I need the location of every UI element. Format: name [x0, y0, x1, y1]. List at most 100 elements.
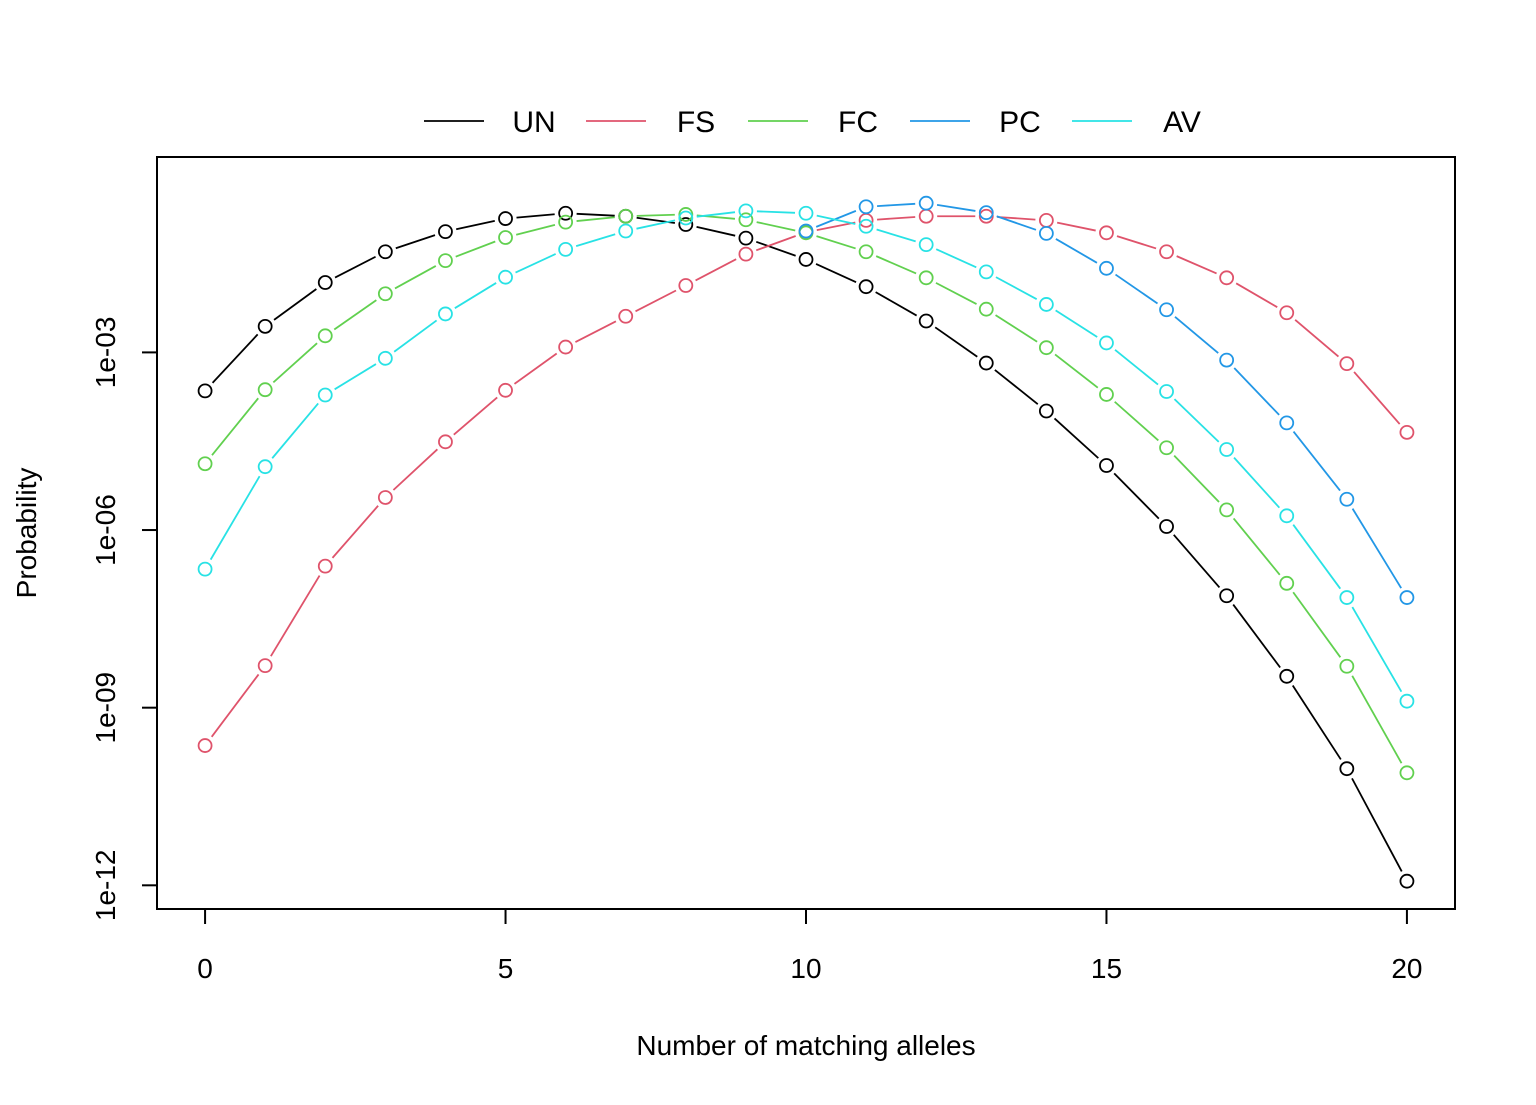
series-segment	[696, 226, 736, 237]
data-point	[1219, 442, 1235, 457]
data-point	[558, 339, 574, 355]
series-segment	[1173, 534, 1221, 589]
data-point	[1279, 305, 1295, 321]
data-point	[1038, 212, 1054, 228]
data-point	[438, 434, 453, 450]
series-segment	[876, 228, 916, 243]
data-point	[978, 301, 994, 317]
data-point	[317, 558, 333, 574]
series-segment	[331, 505, 379, 559]
series-segment	[755, 235, 796, 252]
data-point	[918, 270, 934, 286]
series-segment	[1176, 255, 1217, 275]
series-segment	[209, 475, 261, 561]
data-point	[978, 205, 994, 221]
series-segment	[1056, 221, 1096, 232]
legend-label: AV	[1163, 106, 1201, 139]
series-segment	[334, 363, 377, 391]
series-segment	[875, 255, 917, 275]
series-segment	[273, 288, 317, 321]
series-pc	[798, 195, 1415, 605]
data-point	[1219, 352, 1235, 368]
series-segment	[272, 342, 318, 384]
series-segment	[1173, 455, 1220, 503]
series-segment	[756, 221, 796, 232]
series-segment	[994, 369, 1039, 405]
data-point	[1279, 508, 1295, 524]
series-segment	[1055, 238, 1098, 264]
series-segment	[635, 289, 677, 313]
series-segment	[1174, 316, 1219, 354]
y-axis: 1e-12 1e-09 1e-06 1e-03	[90, 317, 158, 921]
data-point	[738, 203, 754, 219]
data-point	[798, 223, 814, 239]
x-tick-label: 0	[197, 953, 213, 984]
series-segment	[1294, 319, 1340, 358]
series-segment	[1233, 457, 1281, 509]
data-point	[1219, 502, 1235, 518]
data-point	[1159, 302, 1174, 318]
data-point	[1159, 384, 1174, 399]
series-segment	[816, 221, 856, 231]
series-segment	[1292, 524, 1342, 590]
data-point	[858, 279, 874, 295]
y-tick-label: 1e-09	[90, 672, 121, 744]
legend-label: UN	[512, 106, 555, 139]
data-point	[1099, 260, 1114, 276]
series-segment	[935, 248, 977, 269]
series-segment	[1116, 235, 1157, 250]
legend-label: FC	[838, 106, 878, 139]
data-point	[678, 278, 694, 293]
data-point	[197, 383, 213, 399]
series-segment	[815, 263, 857, 283]
data-point	[377, 490, 393, 505]
legend-label: PC	[999, 106, 1041, 139]
data-point	[498, 382, 513, 398]
data-point	[377, 286, 393, 302]
data-point	[1339, 356, 1355, 372]
data-point	[678, 210, 694, 226]
data-point	[1038, 340, 1054, 356]
legend: UN FS FC PC AV	[424, 106, 1201, 139]
data-point	[1159, 440, 1174, 456]
x-tick-label: 15	[1091, 953, 1122, 984]
data-point	[1399, 765, 1415, 781]
data-point	[918, 208, 934, 224]
data-point	[317, 387, 333, 403]
series-segment	[877, 202, 916, 207]
series-segment	[515, 223, 556, 236]
series-segment	[1173, 398, 1220, 443]
data-point	[1219, 588, 1235, 604]
series-segment	[1113, 472, 1160, 520]
data-point	[438, 224, 453, 240]
data-point	[1399, 590, 1415, 605]
data-point	[558, 205, 574, 221]
data-point	[197, 738, 213, 753]
data-point	[738, 246, 754, 262]
legend-label: FS	[677, 106, 715, 139]
series-segment	[1233, 367, 1280, 416]
series-segment	[636, 219, 676, 230]
series-segment	[816, 235, 856, 250]
series-segment	[270, 575, 321, 657]
data-point	[798, 205, 814, 221]
data-point	[918, 195, 934, 211]
series-segment	[1055, 309, 1098, 338]
series-segment	[934, 326, 978, 358]
series-segment	[995, 276, 1038, 300]
data-point	[1099, 387, 1114, 402]
series-segment	[936, 204, 976, 212]
series-segment	[575, 233, 616, 248]
series-segment	[935, 282, 977, 305]
data-point	[858, 244, 874, 260]
series-segment	[877, 216, 916, 221]
data-point	[738, 230, 754, 246]
series-av	[197, 203, 1415, 709]
data-point	[498, 211, 513, 226]
data-point	[1038, 297, 1054, 312]
data-point	[558, 214, 574, 230]
legend-item-av: AV	[1072, 106, 1201, 139]
data-point	[377, 244, 393, 260]
series-segment	[1232, 517, 1281, 576]
